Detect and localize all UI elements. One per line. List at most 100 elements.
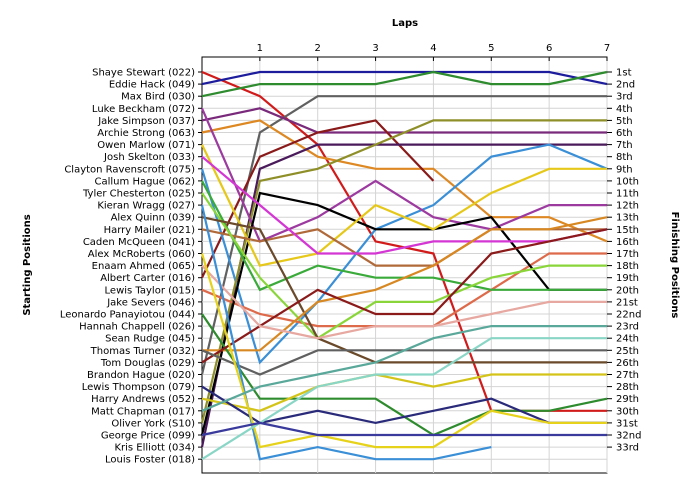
starting-label: Matt Chapman (017) — [91, 406, 195, 417]
finishing-label: 7th — [616, 140, 633, 151]
finishing-label: 4th — [616, 104, 633, 115]
finishing-label: 1st — [616, 68, 632, 79]
starting-label: Leonardo Panayiotou (044) — [60, 310, 195, 321]
finishing-label: 19th — [616, 273, 639, 284]
finishing-label: 13th — [616, 213, 639, 224]
finishing-label: 26th — [616, 358, 639, 369]
lap-tick-label: 5 — [488, 43, 494, 54]
series-line — [200, 253, 607, 449]
finishing-label: 31st — [616, 418, 638, 429]
starting-label: George Price (099) — [101, 431, 195, 442]
starting-label: Owen Marlow (071) — [97, 140, 195, 151]
series-line — [200, 143, 607, 448]
series-line — [201, 70, 608, 86]
lap-tick-label: 3 — [372, 43, 378, 54]
series-line — [201, 264, 607, 340]
starting-label: Luke Beckham (072) — [92, 104, 195, 115]
finishing-label: 12th — [616, 201, 639, 212]
finishing-label: 29th — [616, 394, 639, 405]
series-line — [200, 119, 607, 424]
finishing-label: 15th — [616, 225, 639, 236]
lap-tick-label: 7 — [604, 43, 610, 54]
lap-ticks: 1 2 3 4 5 6 7 — [257, 43, 610, 61]
series-line — [202, 216, 608, 352]
starting-label: Lewis Taylor (015) — [105, 285, 196, 296]
lap-tick-label: 6 — [546, 43, 552, 54]
starting-label: Archie Strong (063) — [97, 128, 195, 139]
finishing-label: 33rd — [616, 443, 639, 454]
starting-label: Shaye Stewart (022) — [92, 68, 195, 79]
finishing-label: 3rd — [616, 92, 633, 103]
starting-label: Jake Severs (046) — [106, 297, 195, 308]
series-line — [201, 385, 607, 425]
starting-label: Sean Rudge (045) — [105, 334, 195, 345]
finishing-label: 16th — [616, 237, 639, 248]
starting-label: Harry Mailer (021) — [104, 225, 196, 236]
y-axis-title-right: Finishing Positions — [669, 212, 680, 319]
series-line — [200, 191, 607, 436]
finishing-label: 24th — [616, 334, 639, 345]
finishing-label: 21st — [616, 297, 638, 308]
starting-label: Alex Quinn (039) — [111, 213, 196, 224]
starting-label: Harry Andrews (052) — [91, 394, 195, 405]
series-line — [201, 144, 607, 267]
series-line — [201, 373, 607, 412]
starting-label: Tyler Chesterton (025) — [82, 189, 195, 200]
series-line — [201, 421, 607, 437]
series-line — [201, 216, 607, 364]
starting-label: Louis Foster (018) — [105, 455, 195, 466]
series-line — [201, 155, 608, 255]
starting-label: Josh Skelton (033) — [103, 152, 195, 163]
finishing-label: 5th — [616, 116, 633, 127]
starting-label: Alex McRoberts (060) — [88, 249, 195, 260]
starting-label: Enaam Ahmed (065) — [92, 261, 195, 272]
lap-tick-label: 4 — [430, 43, 436, 54]
starting-label: Kieran Wragg (027) — [97, 201, 195, 212]
x-axis-title: Laps — [392, 18, 418, 29]
finishing-label: 20th — [616, 285, 639, 296]
starting-label: Brandon Hague (020) — [87, 370, 195, 381]
starting-label: Max Bird (030) — [121, 92, 195, 103]
series-line — [201, 192, 607, 340]
finishing-label: 32nd — [616, 431, 641, 442]
series-line — [201, 337, 607, 461]
finishing-label: 17th — [616, 249, 639, 260]
starting-label: Callum Hague (062) — [95, 176, 196, 187]
finishing-label: 25th — [616, 346, 639, 357]
finishing-label: 28th — [616, 382, 639, 393]
finishing-label: 27th — [616, 370, 639, 381]
finishing-label: 23rd — [616, 322, 639, 333]
series-lines — [200, 70, 608, 461]
finishing-labels: 1st2nd3rd4th5th6th7th8th9th10th11th12th1… — [607, 68, 641, 454]
series-line — [201, 228, 608, 364]
finishing-label: 2nd — [616, 80, 635, 91]
starting-label: Lewis Thompson (079) — [82, 382, 195, 393]
finishing-label: 30th — [616, 406, 639, 417]
finishing-label: 18th — [616, 261, 639, 272]
starting-label: Caden McQueen (041) — [83, 237, 195, 248]
series-line — [201, 325, 607, 412]
starting-label: Oliver York (S10) — [111, 418, 195, 429]
lap-tick-label: 1 — [257, 43, 263, 54]
series-line — [201, 119, 608, 243]
starting-label: Albert Carter (016) — [100, 273, 195, 284]
finishing-label: 10th — [616, 176, 639, 187]
finishing-label: 11th — [616, 189, 639, 200]
series-line — [200, 107, 607, 243]
starting-labels: Shaye Stewart (022)Eddie Hack (049)Max B… — [60, 68, 202, 466]
starting-label: Kris Elliott (034) — [114, 443, 195, 454]
starting-label: Hannah Chappell (026) — [79, 322, 195, 333]
y-axis-title-left: Starting Positions — [22, 214, 33, 315]
finishing-label: 22nd — [616, 310, 641, 321]
starting-label: Eddie Hack (049) — [109, 80, 195, 91]
starting-label: Thomas Turner (032) — [90, 346, 195, 357]
finishing-label: 9th — [616, 164, 633, 175]
series-line — [201, 70, 608, 98]
finishing-label: 6th — [616, 128, 633, 139]
starting-label: Tom Douglas (029) — [100, 358, 195, 369]
starting-label: Clayton Ravenscroft (075) — [64, 164, 195, 175]
finishing-label: 8th — [616, 152, 633, 163]
lap-tick-label: 2 — [315, 43, 321, 54]
starting-label: Jake Simpson (037) — [97, 116, 195, 127]
